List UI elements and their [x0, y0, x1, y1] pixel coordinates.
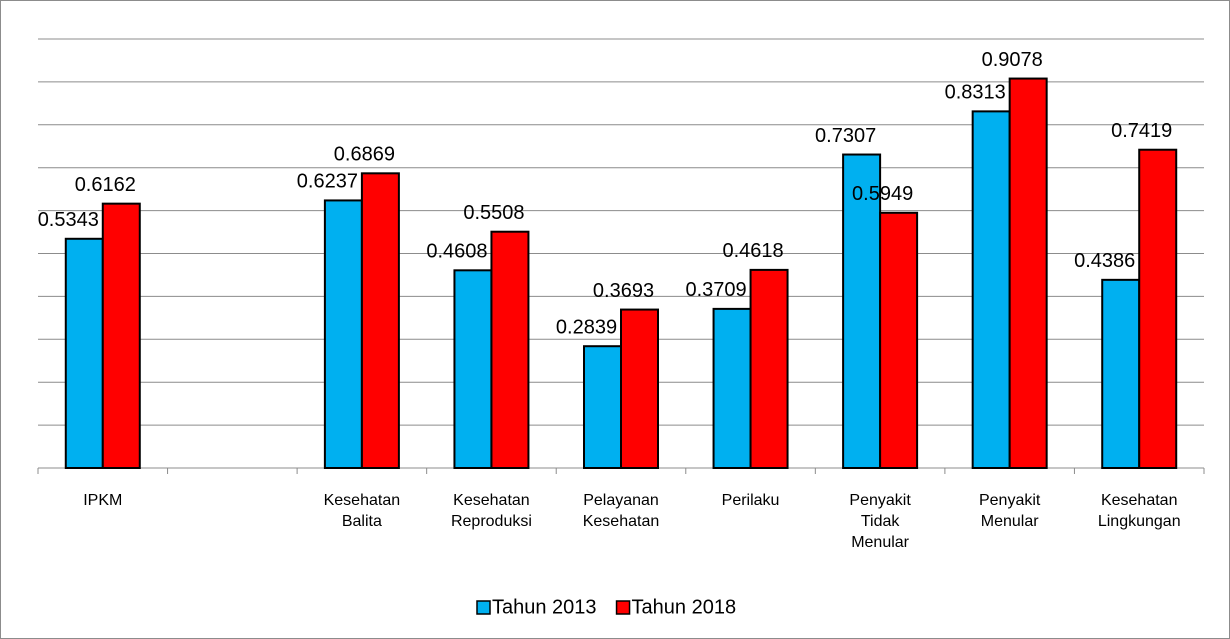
x-tick-label: Kesehatan Reproduksi [450, 492, 532, 530]
data-label: 0.2839 [556, 316, 617, 338]
bar [620, 308, 659, 470]
legend-label: Tahun 2018 [632, 596, 737, 618]
bar [749, 268, 789, 469]
data-label: 0.7419 [1111, 120, 1172, 142]
data-label: 0.3693 [593, 280, 654, 302]
data-label: 0.4608 [426, 241, 487, 263]
bar [360, 172, 400, 470]
bar [583, 345, 622, 470]
data-label: 0.6869 [334, 144, 395, 166]
data-label: 0.5949 [852, 183, 913, 205]
bar [323, 199, 363, 469]
data-label: 0.5343 [38, 209, 99, 231]
x-tick-label: IPKM [83, 492, 123, 509]
bar [1008, 77, 1048, 469]
data-label: 0.4386 [1074, 250, 1135, 272]
bar [490, 230, 530, 469]
data-label: 0.8313 [945, 82, 1006, 104]
bar [1101, 278, 1141, 469]
x-tick-label: Kesehatan Balita [323, 492, 401, 530]
data-label: 0.6237 [297, 171, 358, 193]
legend-swatch [476, 600, 491, 615]
x-tick-label: Pelayanan Kesehatan [582, 492, 660, 530]
x-tick-label: Perilaku [721, 492, 780, 509]
bar [453, 269, 493, 469]
x-tick-label: Penyakit Tidak Menular [849, 492, 911, 551]
bar [1138, 148, 1178, 469]
bar [101, 202, 141, 469]
data-label: 0.7307 [815, 125, 876, 147]
x-tick-label: Penyakit Menular [978, 492, 1041, 530]
legend: Tahun 2013 Tahun 2018 [476, 596, 737, 618]
data-label: 0.3709 [685, 279, 746, 301]
bar [712, 307, 752, 470]
bar [971, 110, 1011, 469]
data-label: 0.5508 [463, 202, 524, 224]
legend-label: Tahun 2013 [492, 596, 597, 618]
bar [879, 211, 919, 469]
legend-swatch [615, 600, 631, 615]
bar [842, 153, 882, 469]
data-label: 0.9078 [982, 49, 1043, 71]
data-label: 0.4618 [722, 240, 783, 262]
bar [64, 237, 104, 469]
data-label: 0.6162 [75, 174, 136, 196]
x-tick-label: Kesehatan Lingkungan [1097, 492, 1181, 530]
